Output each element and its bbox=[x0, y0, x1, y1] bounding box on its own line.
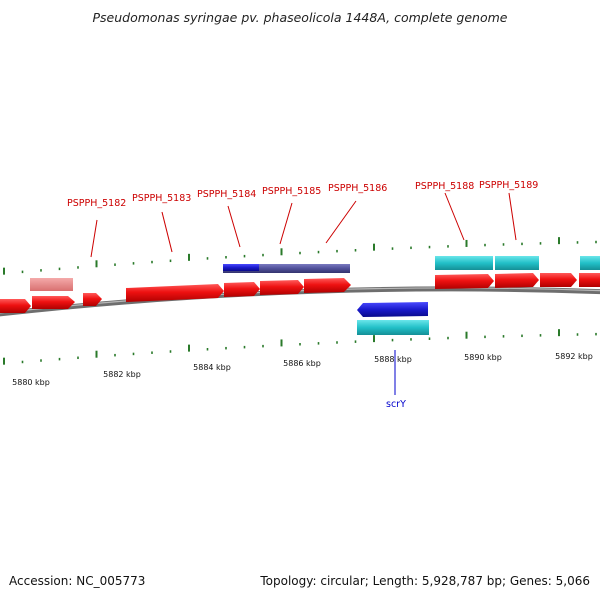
cds-arrow[interactable] bbox=[0, 299, 31, 313]
tick-label: 5888 kbp bbox=[374, 355, 412, 364]
feature-rna-reverse[interactable] bbox=[357, 320, 429, 335]
cds-arrow[interactable] bbox=[126, 284, 224, 302]
gene-label-pspph-5186[interactable]: PSPPH_5186 bbox=[328, 183, 387, 194]
cds-arrow[interactable] bbox=[435, 274, 494, 289]
gene-labels: PSPPH_5182 PSPPH_5183 PSPPH_5184 PSPPH_5… bbox=[67, 180, 538, 410]
cds-arrow[interactable] bbox=[540, 273, 577, 287]
cds-arrow[interactable] bbox=[579, 273, 600, 287]
reverse-track bbox=[357, 302, 429, 335]
tick-label: 5884 kbp bbox=[193, 363, 231, 372]
tick-label: 5882 kbp bbox=[103, 370, 141, 379]
map-title: Pseudomonas syringae pv. phaseolicola 14… bbox=[92, 10, 508, 25]
label-leaders bbox=[90, 192, 517, 395]
cds-arrow[interactable] bbox=[260, 280, 304, 295]
feature-pseudo-gene[interactable] bbox=[30, 278, 73, 291]
cds-arrow[interactable] bbox=[32, 296, 75, 309]
gene-label-pspph-5182[interactable]: PSPPH_5182 bbox=[67, 198, 126, 209]
ruler-ticks bbox=[3, 237, 597, 365]
tick-label: 5880 kbp bbox=[12, 378, 50, 387]
gene-label-scry[interactable]: scrY bbox=[386, 399, 406, 410]
cds-arrow[interactable] bbox=[224, 282, 260, 297]
accession-text: Accession: NC_005773 bbox=[9, 574, 146, 588]
feature-rna-2[interactable] bbox=[495, 256, 539, 270]
tick-label: 5892 kbp bbox=[555, 352, 593, 361]
feature-rna-3[interactable] bbox=[580, 256, 600, 270]
genome-summary-text: Topology: circular; Length: 5,928,787 bp… bbox=[260, 574, 590, 588]
genome-backbone bbox=[0, 286, 600, 317]
feature-operon-bar[interactable] bbox=[223, 264, 350, 273]
tick-label: 5890 kbp bbox=[464, 353, 502, 362]
cds-arrow[interactable] bbox=[83, 293, 102, 306]
forward-cds-track bbox=[0, 273, 600, 313]
gene-label-pspph-5185[interactable]: PSPPH_5185 bbox=[262, 186, 321, 197]
tick-label: 5886 kbp bbox=[283, 359, 321, 368]
gene-label-pspph-5188[interactable]: PSPPH_5188 bbox=[415, 181, 474, 192]
gene-label-pspph-5183[interactable]: PSPPH_5183 bbox=[132, 193, 191, 204]
feature-rna-1[interactable] bbox=[435, 256, 493, 270]
cds-arrow[interactable] bbox=[304, 278, 351, 293]
cds-arrow[interactable] bbox=[495, 273, 539, 288]
gene-label-pspph-5189[interactable]: PSPPH_5189 bbox=[479, 180, 538, 191]
feature-cds-reverse-segment[interactable] bbox=[223, 264, 259, 271]
ruler-tick-labels: 5880 kbp 5882 kbp 5884 kbp 5886 kbp 5888 kbp… bbox=[12, 352, 593, 387]
cds-reverse-arrow-scrY[interactable] bbox=[357, 302, 428, 317]
gene-label-pspph-5184[interactable]: PSPPH_5184 bbox=[197, 189, 256, 200]
operon-features bbox=[30, 256, 600, 291]
